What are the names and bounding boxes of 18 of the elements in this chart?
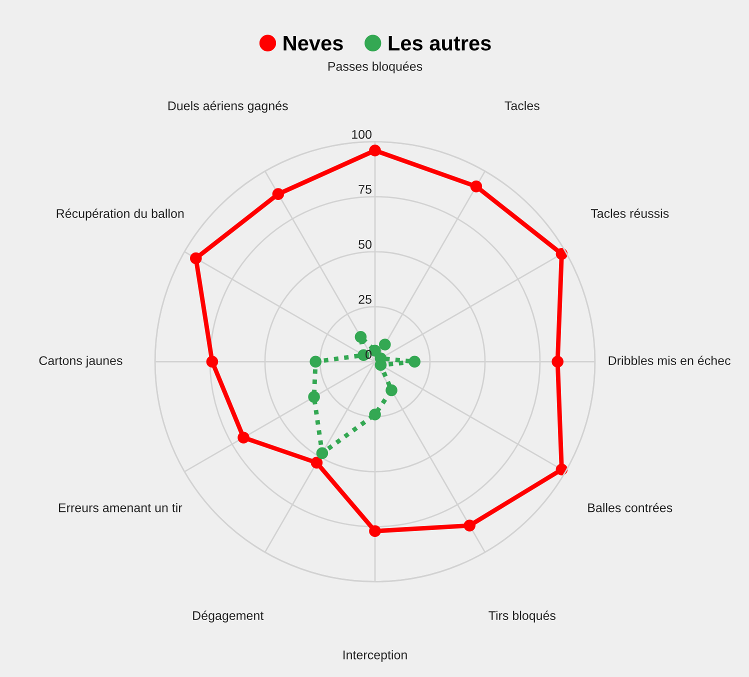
spoke-label: Tirs bloqués (488, 610, 556, 622)
spoke-label: Tacles (504, 101, 540, 110)
spoke-label: Dégagement (193, 610, 264, 622)
legend-label: Neves (284, 36, 343, 51)
y-tick-label: 25 (358, 294, 372, 304)
spoke-label: Passes bloquées (328, 61, 422, 74)
spoke-label: Interception (343, 650, 407, 662)
spoke-label: Erreurs amenant un tir (58, 503, 182, 512)
spoke-label: Balles contrées (588, 502, 672, 512)
y-tick-label: 50 (358, 240, 372, 249)
y-tick-label: 100 (352, 130, 372, 139)
spoke-label: Récupération du ballon (56, 208, 184, 220)
legend-label: Les autres (388, 36, 491, 51)
y-tick-label: 75 (358, 185, 372, 194)
spoke-label: Duels aériens gagnés (168, 100, 288, 113)
spoke-label: Dribbles mis en échec (608, 356, 730, 366)
spoke-label: Cartons jaunes (39, 356, 122, 368)
spoke-label: Tacles réussis (590, 208, 669, 218)
